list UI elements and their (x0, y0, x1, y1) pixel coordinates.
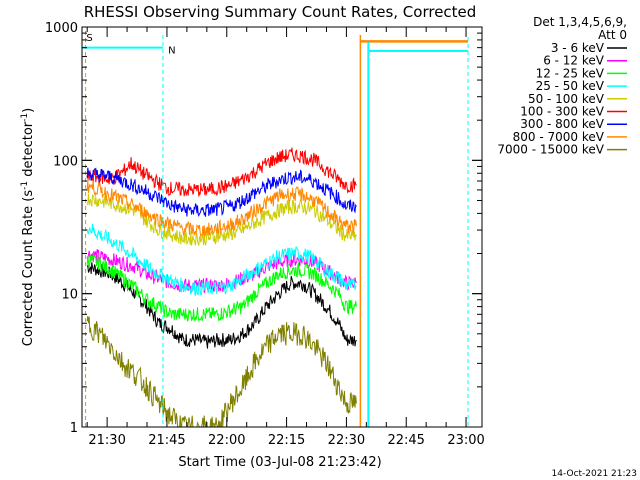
legend-label: 300 - 800 keV (520, 117, 604, 131)
x-tick-label: 22:45 (387, 433, 424, 448)
x-tick-label: 22:30 (328, 433, 365, 448)
x-axis-label: Start Time (03-Jul-08 21:23:42) (178, 455, 381, 470)
y-label-main: Corrected Count Rate (s (21, 190, 36, 347)
flag-label-s: S (86, 33, 92, 44)
legend-label: 12 - 25 keV (536, 66, 605, 80)
y-label-sup1: -1 (20, 181, 30, 190)
legend-label: 100 - 300 keV (520, 105, 604, 119)
series-line (86, 315, 357, 428)
flag-label-n: N (168, 46, 175, 57)
x-tick-label: 21:45 (148, 433, 185, 448)
series-line (86, 193, 357, 246)
y-label-mid: detector (21, 121, 36, 181)
series-line (86, 253, 357, 322)
y-axis-label: Corrected Count Rate (s-1 detector-1) (20, 108, 36, 346)
y-tick-label: 1000 (45, 21, 78, 36)
series-line (86, 262, 357, 349)
plot-area: SN (82, 31, 469, 428)
x-tick-label: 21:30 (88, 433, 125, 448)
legend-label: 25 - 50 keV (536, 79, 605, 93)
legend-label: 3 - 6 keV (551, 41, 605, 55)
chart-title: RHESSI Observing Summary Count Rates, Co… (84, 3, 477, 21)
x-axis-ticks: 21:30 21:45 22:00 22:15 22:30 22:45 23:00 (86, 27, 485, 448)
legend-label: 7000 - 15000 keV (497, 143, 604, 157)
series-line (86, 223, 357, 297)
y-label-end: ) (21, 108, 36, 113)
series-line (86, 167, 357, 217)
legend-title-2: Att 0 (598, 28, 627, 42)
y-label-sup2: -1 (20, 113, 30, 122)
timestamp-footer: 14-Oct-2021 21:23 (552, 469, 637, 479)
x-tick-label: 22:15 (268, 433, 305, 448)
y-axis-ticks: 1 10 100 1000 (45, 21, 482, 436)
x-tick-label: 23:00 (447, 433, 484, 448)
y-tick-label: 100 (53, 154, 78, 169)
legend-label: 800 - 7000 keV (513, 130, 605, 144)
series-line (86, 178, 357, 238)
series-line (86, 147, 357, 197)
legend-label: 6 - 12 keV (543, 54, 605, 68)
x-tick-label: 22:00 (208, 433, 245, 448)
y-tick-label: 1 (70, 421, 78, 436)
plot-frame (81, 26, 483, 428)
series-line (86, 249, 357, 294)
legend-title-1: Det 1,3,4,5,6,9, (533, 15, 627, 29)
legend-label: 50 - 100 keV (528, 92, 605, 106)
y-tick-label: 10 (61, 288, 78, 303)
